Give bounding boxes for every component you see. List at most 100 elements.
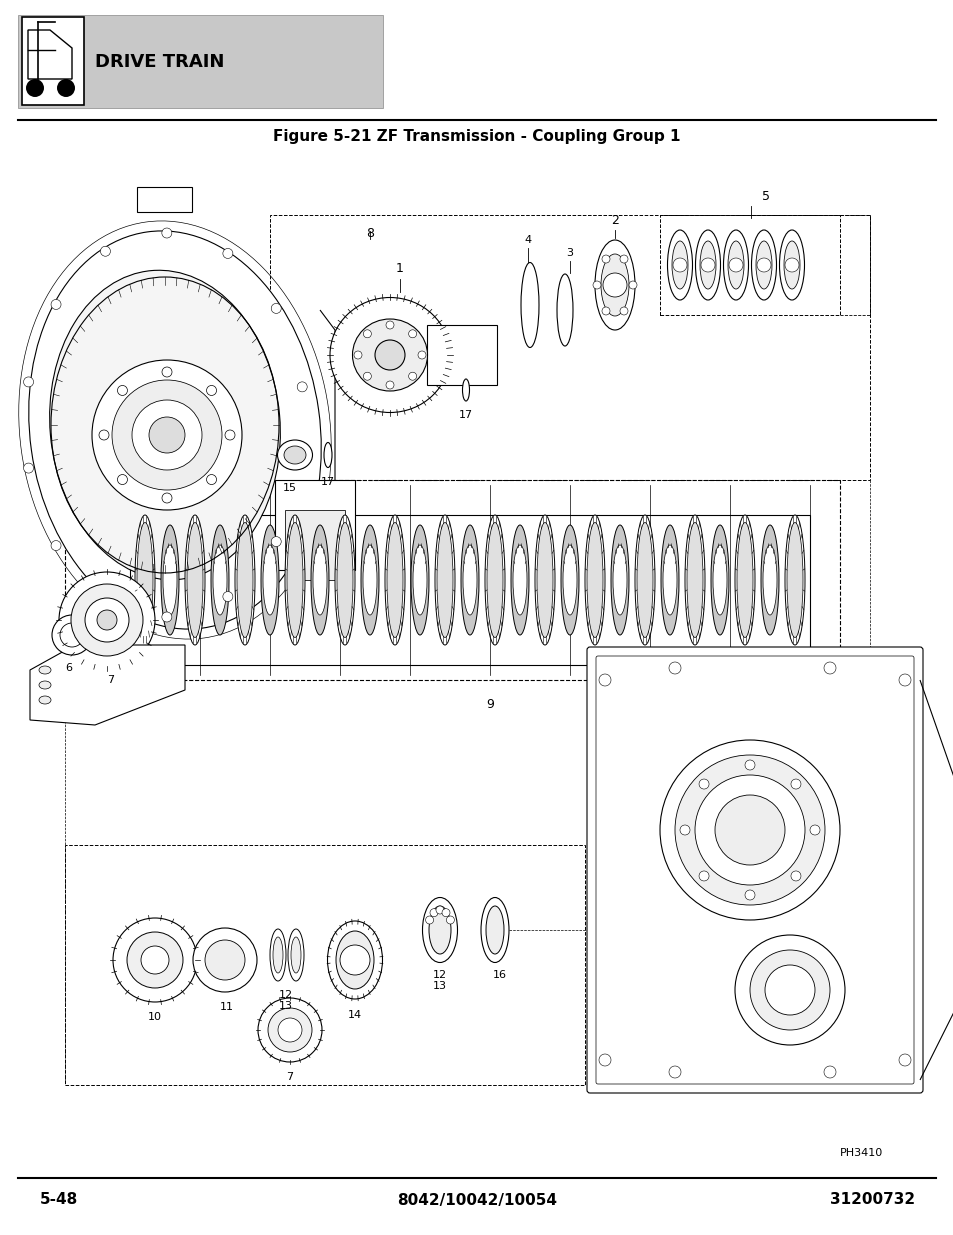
Circle shape <box>100 594 111 604</box>
Circle shape <box>734 935 844 1045</box>
Circle shape <box>60 622 84 647</box>
Circle shape <box>757 258 770 272</box>
Circle shape <box>790 779 801 789</box>
Polygon shape <box>427 325 497 385</box>
Circle shape <box>24 377 33 387</box>
Ellipse shape <box>360 525 378 635</box>
Circle shape <box>223 592 233 601</box>
Ellipse shape <box>737 522 752 637</box>
Circle shape <box>127 932 183 988</box>
Circle shape <box>619 254 627 263</box>
Ellipse shape <box>163 545 177 615</box>
Circle shape <box>271 304 281 314</box>
Text: 12: 12 <box>433 969 447 981</box>
Text: 5-48: 5-48 <box>40 1193 78 1208</box>
Circle shape <box>898 1053 910 1066</box>
Text: 4: 4 <box>524 235 531 245</box>
Circle shape <box>149 417 185 453</box>
Circle shape <box>679 825 689 835</box>
Circle shape <box>193 927 256 992</box>
Circle shape <box>790 871 801 881</box>
Circle shape <box>602 273 626 296</box>
Ellipse shape <box>595 240 635 330</box>
Circle shape <box>205 940 245 981</box>
Bar <box>65 845 584 1086</box>
Text: DRIVE TRAIN: DRIVE TRAIN <box>95 53 224 70</box>
Bar <box>18 15 382 107</box>
Ellipse shape <box>435 515 455 645</box>
Text: 1: 1 <box>395 262 403 275</box>
Text: 8: 8 <box>366 227 374 240</box>
Circle shape <box>162 613 172 622</box>
Ellipse shape <box>363 545 376 615</box>
Circle shape <box>207 474 216 484</box>
Circle shape <box>57 79 75 98</box>
Polygon shape <box>30 645 185 725</box>
Ellipse shape <box>429 906 451 953</box>
Ellipse shape <box>313 545 327 615</box>
Circle shape <box>85 598 129 642</box>
Ellipse shape <box>211 525 229 635</box>
Text: 3: 3 <box>566 248 573 258</box>
Ellipse shape <box>413 545 427 615</box>
Ellipse shape <box>291 937 301 973</box>
Ellipse shape <box>234 515 254 645</box>
Circle shape <box>24 463 33 473</box>
Circle shape <box>598 674 610 685</box>
Text: 10: 10 <box>148 1011 162 1023</box>
Circle shape <box>132 400 202 471</box>
Ellipse shape <box>722 230 748 300</box>
Circle shape <box>141 946 169 974</box>
Circle shape <box>446 916 454 924</box>
Ellipse shape <box>562 545 577 615</box>
Ellipse shape <box>535 515 555 645</box>
Ellipse shape <box>460 525 478 635</box>
Ellipse shape <box>311 525 329 635</box>
Ellipse shape <box>712 545 726 615</box>
Ellipse shape <box>29 231 321 629</box>
Circle shape <box>277 1018 302 1042</box>
Ellipse shape <box>584 515 604 645</box>
Text: 13: 13 <box>433 981 447 990</box>
Text: 12: 12 <box>278 990 293 1000</box>
Ellipse shape <box>330 298 450 412</box>
Circle shape <box>598 1053 610 1066</box>
Circle shape <box>898 674 910 685</box>
Ellipse shape <box>185 515 205 645</box>
Circle shape <box>112 380 222 490</box>
Circle shape <box>784 258 799 272</box>
Ellipse shape <box>387 522 402 637</box>
Ellipse shape <box>273 937 283 973</box>
Ellipse shape <box>760 525 779 635</box>
Bar <box>270 215 869 480</box>
Text: 8042/10042/10054: 8042/10042/10054 <box>396 1193 557 1208</box>
Circle shape <box>386 321 394 329</box>
Circle shape <box>695 776 804 885</box>
Text: 7: 7 <box>286 1072 294 1082</box>
Ellipse shape <box>755 241 771 289</box>
Circle shape <box>162 228 172 238</box>
Ellipse shape <box>263 545 276 615</box>
Ellipse shape <box>287 522 303 637</box>
Circle shape <box>354 351 361 359</box>
Ellipse shape <box>135 515 154 645</box>
Circle shape <box>99 430 109 440</box>
Circle shape <box>668 662 680 674</box>
Ellipse shape <box>422 898 457 962</box>
Circle shape <box>271 536 281 547</box>
Circle shape <box>700 258 714 272</box>
Circle shape <box>675 755 824 905</box>
Ellipse shape <box>700 241 716 289</box>
Ellipse shape <box>686 522 702 637</box>
Text: 7: 7 <box>108 676 114 685</box>
Ellipse shape <box>762 545 776 615</box>
Circle shape <box>117 385 128 395</box>
Text: 9: 9 <box>485 698 494 711</box>
Circle shape <box>809 825 820 835</box>
Ellipse shape <box>335 515 355 645</box>
Ellipse shape <box>327 921 382 999</box>
Ellipse shape <box>335 931 374 989</box>
Circle shape <box>744 890 754 900</box>
Ellipse shape <box>285 515 305 645</box>
Ellipse shape <box>39 680 51 689</box>
